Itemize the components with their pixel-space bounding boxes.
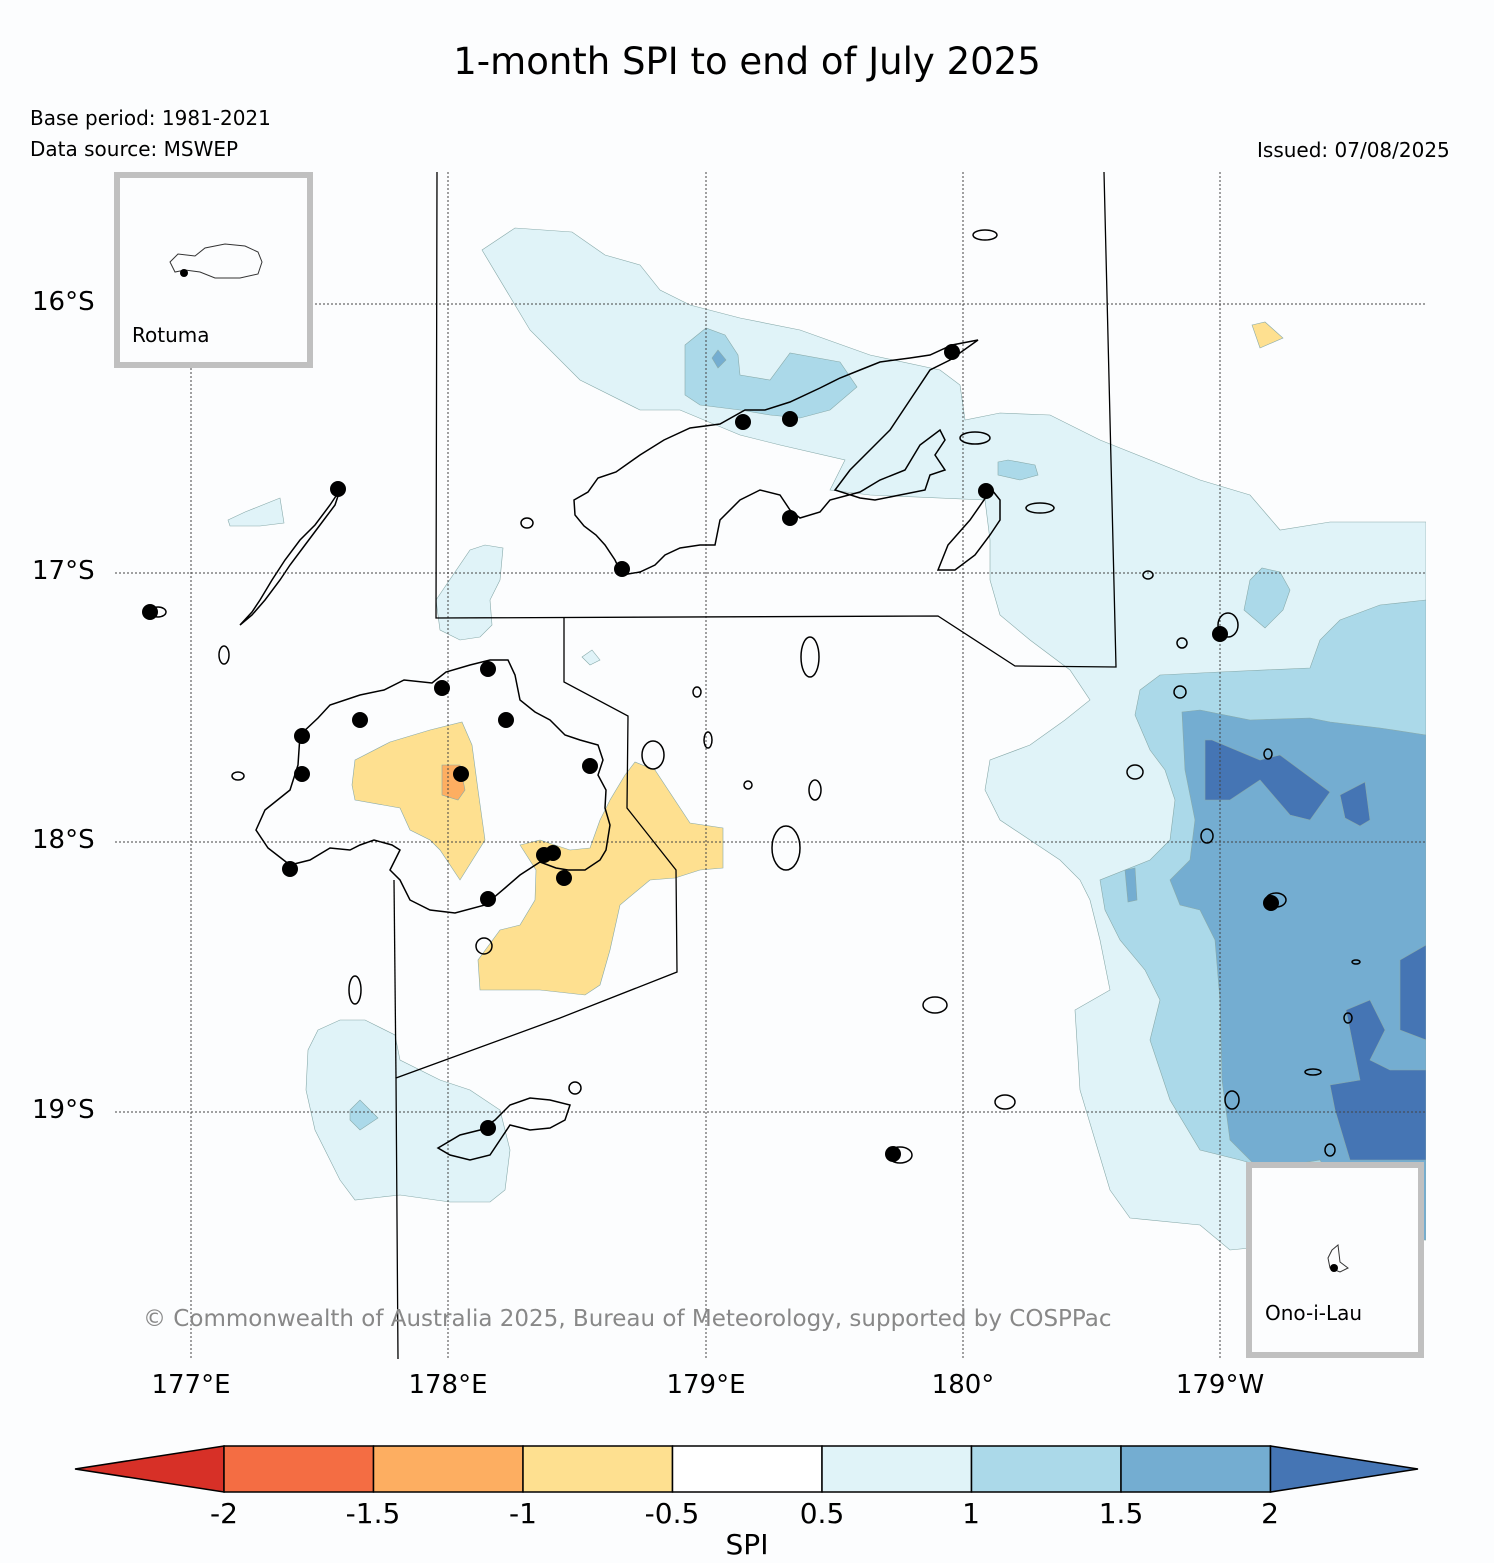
spi-contours [227, 227, 1426, 1251]
copyright-notice: © Commonwealth of Australia 2025, Bureau… [143, 1306, 1112, 1332]
lon-label-179e: 179°E [666, 1370, 746, 1400]
lon-label-178e: 178°E [408, 1370, 488, 1400]
station-markers [142, 344, 1279, 1162]
lon-label-180: 180° [931, 1370, 995, 1400]
lat-label-16s: 16°S [32, 287, 95, 317]
map-title: 1-month SPI to end of July 2025 [453, 40, 1041, 83]
colorbar-tick: 2 [1261, 1497, 1279, 1530]
lon-label-177e: 177°E [151, 1370, 231, 1400]
lon-label-179w: 179°W [1175, 1370, 1265, 1400]
issued-date: Issued: 07/08/2025 [1257, 138, 1450, 162]
division-boundaries [393, 172, 1117, 1359]
colorbar-tick: -2 [210, 1497, 238, 1530]
colorbar-tick: 0.5 [799, 1497, 845, 1530]
lat-label-19s: 19°S [32, 1095, 95, 1125]
rotuma-label: Rotuma [132, 323, 210, 347]
colorbar-tick: 1 [962, 1497, 980, 1530]
ono-i-lau-inset [1246, 1162, 1424, 1358]
colorbar-tick: -1.5 [345, 1497, 401, 1530]
colorbar [74, 1445, 1419, 1493]
base-period: Base period: 1981-2021 [30, 106, 271, 130]
data-source: Data source: MSWEP [30, 137, 239, 161]
ono-i-lau-label: Ono-i-Lau [1265, 1301, 1363, 1325]
lat-label-18s: 18°S [32, 825, 95, 855]
colorbar-tick: -0.5 [644, 1497, 700, 1530]
graticule [115, 172, 1426, 1359]
colorbar-tick: -1 [509, 1497, 537, 1530]
colorbar-title: SPI [725, 1528, 769, 1561]
colorbar-tick: 1.5 [1098, 1497, 1144, 1530]
lat-label-17s: 17°S [32, 556, 95, 586]
rotuma-inset [114, 172, 313, 368]
